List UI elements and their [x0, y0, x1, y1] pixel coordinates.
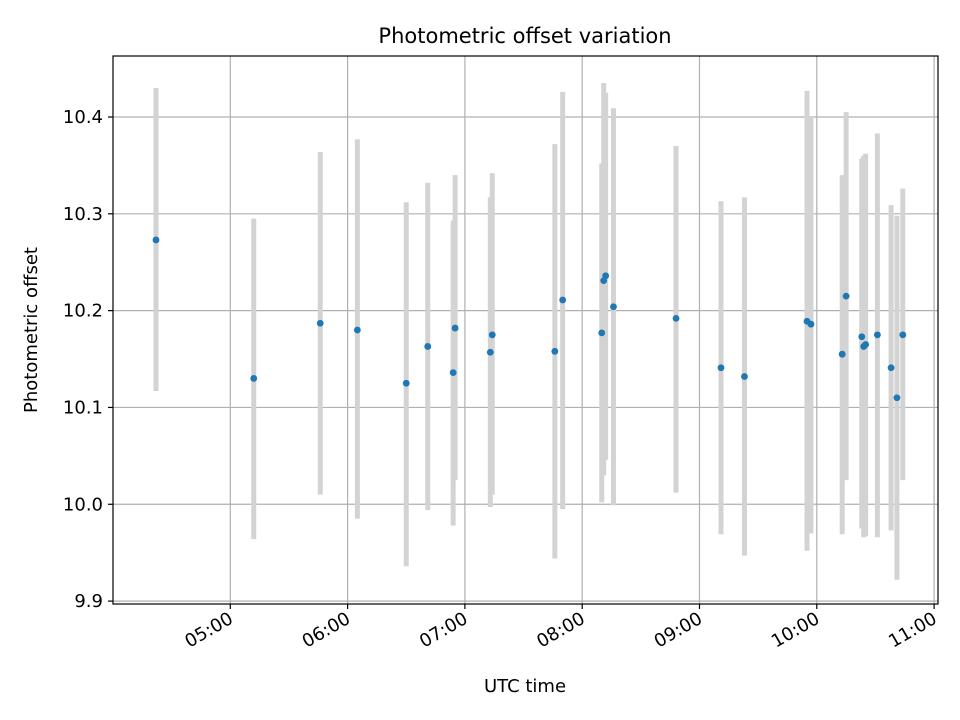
errorbar-layer — [153, 83, 906, 580]
point-layer — [152, 236, 907, 402]
y-tick-label: 10.3 — [63, 204, 103, 225]
data-point — [807, 320, 815, 328]
data-point — [858, 333, 866, 341]
data-point — [152, 236, 160, 244]
chart-title: Photometric offset variation — [378, 24, 671, 48]
data-point — [717, 364, 725, 372]
data-point — [250, 375, 258, 382]
y-tick-label: 10.1 — [63, 397, 103, 418]
data-point — [893, 394, 901, 402]
data-point — [486, 348, 494, 356]
data-point — [838, 350, 846, 358]
data-point — [862, 341, 870, 348]
y-axis-label: Photometric offset — [21, 247, 42, 413]
x-tick-label: 05:00 — [181, 608, 236, 652]
data-point — [551, 347, 559, 355]
data-point — [488, 331, 496, 339]
y-tick-label: 10.4 — [63, 107, 103, 128]
data-point — [842, 292, 850, 300]
data-point — [602, 272, 610, 280]
data-point — [449, 369, 457, 377]
data-point — [741, 373, 748, 380]
data-point — [559, 296, 567, 304]
data-point — [402, 379, 410, 387]
data-point — [353, 326, 361, 334]
plot-frame — [112, 55, 939, 605]
x-tick-label: 10:00 — [768, 608, 823, 652]
x-tick-label: 11:00 — [885, 608, 940, 652]
data-point — [887, 364, 895, 372]
x-tick-label: 07:00 — [416, 608, 471, 652]
data-point — [899, 331, 907, 339]
grid-layer — [113, 56, 938, 604]
x-tick-label: 08:00 — [533, 608, 588, 652]
y-tick-label: 10.2 — [63, 301, 103, 322]
y-tick-label: 9.9 — [74, 591, 103, 612]
data-point — [316, 319, 324, 327]
x-tick-label: 06:00 — [299, 608, 354, 652]
x-axis-label: UTC time — [484, 676, 566, 697]
data-point — [610, 303, 617, 311]
data-point — [873, 331, 881, 339]
data-point — [672, 314, 680, 322]
x-tick-label: 09:00 — [651, 608, 706, 652]
data-point — [424, 343, 432, 350]
data-point — [598, 329, 606, 337]
data-point — [451, 324, 459, 332]
y-tick-label: 10.0 — [63, 494, 103, 515]
